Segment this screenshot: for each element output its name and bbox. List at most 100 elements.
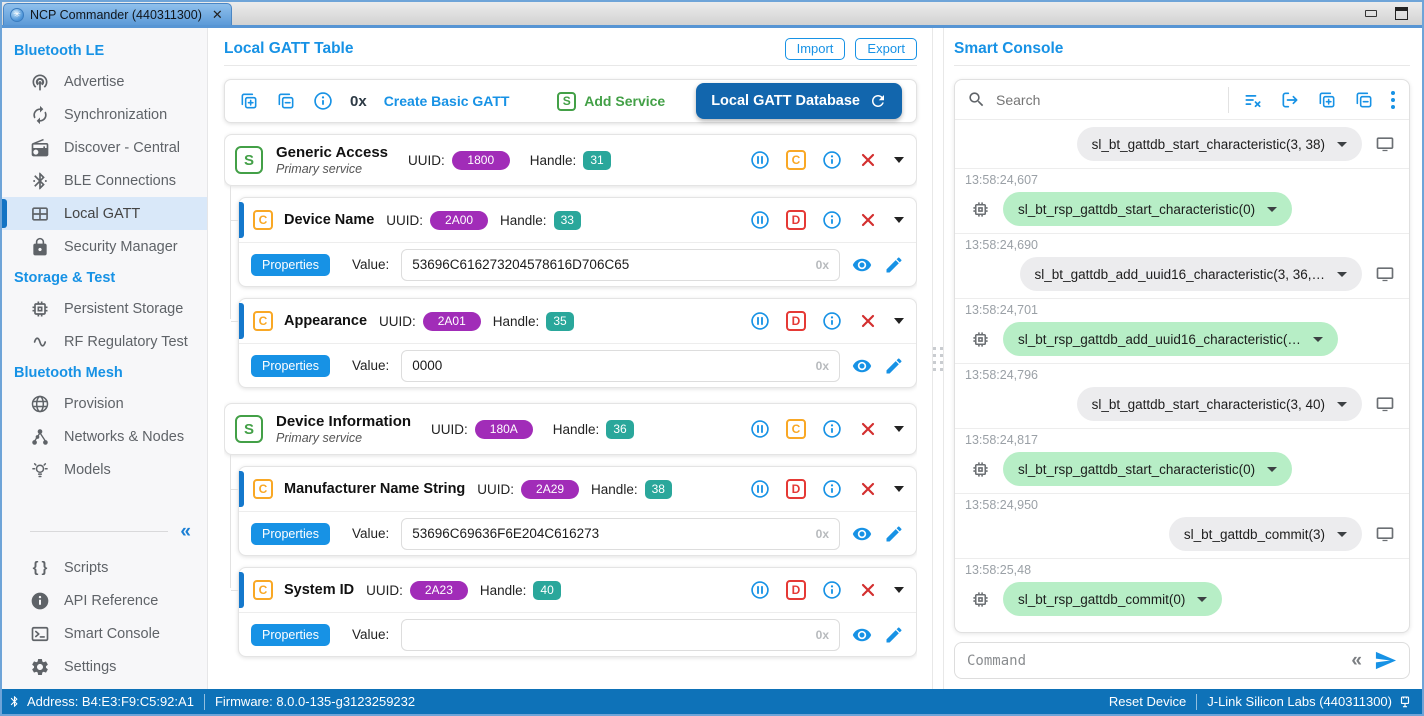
sidebar-item-advertise[interactable]: Advertise: [2, 65, 207, 98]
delete-x-icon[interactable]: [858, 311, 878, 331]
properties-button[interactable]: Properties: [251, 253, 330, 276]
sidebar-item-synchronization[interactable]: Synchronization: [2, 98, 207, 131]
add-descriptor-icon[interactable]: D: [786, 580, 806, 600]
add-descriptor-icon[interactable]: D: [786, 479, 806, 499]
chevron-down-icon[interactable]: [894, 486, 904, 492]
chevron-down-icon[interactable]: [894, 587, 904, 593]
value-input[interactable]: [412, 358, 816, 373]
value-input[interactable]: [412, 257, 816, 272]
sidebar-item-ble-connections[interactable]: BLE Connections: [2, 164, 207, 197]
expand-all-icon[interactable]: [1317, 90, 1337, 110]
chevron-down-icon[interactable]: [894, 426, 904, 432]
command-collapse-icon[interactable]: «: [1351, 650, 1362, 671]
sidebar-item-discover-central[interactable]: Discover - Central: [2, 131, 207, 164]
service-row-device-information[interactable]: S Device Information Primary service UUI…: [224, 403, 917, 455]
delete-x-icon[interactable]: [858, 479, 878, 499]
sidebar-item-persistent-storage[interactable]: Persistent Storage: [2, 292, 207, 325]
command-pill[interactable]: sl_bt_gattdb_commit(3): [1168, 517, 1362, 551]
clear-log-icon[interactable]: [1243, 90, 1263, 110]
create-basic-gatt-link[interactable]: Create Basic GATT: [383, 93, 510, 109]
info-icon[interactable]: [822, 210, 842, 230]
send-icon[interactable]: [1374, 649, 1397, 672]
pause-circle-icon[interactable]: [750, 311, 770, 331]
info-icon[interactable]: [822, 419, 842, 439]
edit-pencil-icon[interactable]: [884, 524, 904, 544]
delete-x-icon[interactable]: [858, 210, 878, 230]
info-icon[interactable]: [822, 479, 842, 499]
response-pill[interactable]: sl_bt_rsp_gattdb_start_characteristic(0): [1003, 192, 1293, 226]
tab-close-icon[interactable]: ✕: [211, 7, 223, 22]
value-input[interactable]: [412, 627, 816, 642]
connection-selector[interactable]: J-Link Silicon Labs (440311300): [1207, 694, 1412, 709]
command-pill[interactable]: sl_bt_gattdb_start_characteristic(3, 38): [1076, 127, 1362, 161]
sidebar-item-models[interactable]: Models: [2, 453, 207, 486]
response-pill[interactable]: sl_bt_rsp_gattdb_start_characteristic(0): [1003, 452, 1293, 486]
maximize-icon[interactable]: [1395, 7, 1408, 20]
panel-resize-handle[interactable]: [932, 28, 944, 689]
value-input[interactable]: [412, 526, 816, 541]
read-value-eye-icon[interactable]: [852, 625, 872, 645]
minimize-icon[interactable]: [1365, 10, 1377, 17]
pause-circle-icon[interactable]: [750, 580, 770, 600]
add-descriptor-icon[interactable]: D: [786, 210, 806, 230]
chevron-down-icon[interactable]: [894, 217, 904, 223]
pause-circle-icon[interactable]: [750, 210, 770, 230]
command-pill[interactable]: sl_bt_gattdb_start_characteristic(3, 40): [1076, 387, 1362, 421]
delete-x-icon[interactable]: [858, 419, 878, 439]
reset-device-button[interactable]: Reset Device: [1108, 694, 1187, 709]
collapse-all-icon[interactable]: [276, 91, 296, 111]
sidebar-item-api-reference[interactable]: API Reference: [2, 584, 207, 617]
chevron-down-icon[interactable]: [894, 318, 904, 324]
collapse-all-icon[interactable]: [1354, 90, 1374, 110]
sidebar-item-networks-nodes[interactable]: Networks & Nodes: [2, 420, 207, 453]
read-value-eye-icon[interactable]: [852, 524, 872, 544]
info-icon[interactable]: [822, 580, 842, 600]
export-button[interactable]: Export: [855, 38, 917, 60]
sidebar-item-rf-regulatory-test[interactable]: RF Regulatory Test: [2, 325, 207, 358]
properties-button[interactable]: Properties: [251, 354, 330, 377]
delete-x-icon[interactable]: [858, 150, 878, 170]
import-button[interactable]: Import: [784, 38, 846, 60]
pause-circle-icon[interactable]: [750, 150, 770, 170]
edit-pencil-icon[interactable]: [884, 255, 904, 275]
add-characteristic-icon[interactable]: C: [786, 150, 806, 170]
expand-all-icon[interactable]: [239, 91, 259, 111]
command-pill[interactable]: sl_bt_gattdb_add_uuid16_characteristic(3…: [1019, 257, 1362, 291]
properties-button[interactable]: Properties: [251, 623, 330, 646]
chevron-down-icon[interactable]: [894, 157, 904, 163]
sidebar-item-smart-console[interactable]: Smart Console: [2, 617, 207, 650]
add-service-button[interactable]: S Add Service: [557, 91, 665, 111]
info-icon[interactable]: [822, 311, 842, 331]
pause-circle-icon[interactable]: [750, 419, 770, 439]
add-characteristic-icon[interactable]: C: [786, 419, 806, 439]
app-tab[interactable]: ✳ NCP Commander (440311300) ✕: [3, 3, 232, 25]
sidebar-collapse-icon[interactable]: «: [180, 521, 191, 542]
sidebar-item-security-manager[interactable]: Security Manager: [2, 230, 207, 263]
characteristic-row[interactable]: C Device Name UUID: 2A00 Handle: 33 D: [239, 198, 916, 242]
edit-pencil-icon[interactable]: [884, 356, 904, 376]
edit-pencil-icon[interactable]: [884, 625, 904, 645]
characteristic-row[interactable]: C System ID UUID: 2A23 Handle: 40 D: [239, 568, 916, 612]
console-search-input[interactable]: [996, 91, 1216, 108]
sidebar-item-settings[interactable]: Settings: [2, 650, 207, 683]
sidebar-item-provision[interactable]: Provision: [2, 387, 207, 420]
response-pill[interactable]: sl_bt_rsp_gattdb_add_uuid16_characterist…: [1003, 322, 1338, 356]
add-descriptor-icon[interactable]: D: [786, 311, 806, 331]
hex-toggle[interactable]: 0x: [350, 92, 367, 110]
properties-button[interactable]: Properties: [251, 522, 330, 545]
delete-x-icon[interactable]: [858, 580, 878, 600]
sidebar-item-scripts[interactable]: { } Scripts: [2, 551, 207, 584]
response-pill[interactable]: sl_bt_rsp_gattdb_commit(0): [1003, 582, 1223, 616]
more-options-icon[interactable]: [1391, 90, 1395, 109]
service-row-generic-access[interactable]: S Generic Access Primary service UUID: 18…: [224, 134, 917, 186]
info-icon[interactable]: [313, 91, 333, 111]
read-value-eye-icon[interactable]: [852, 255, 872, 275]
characteristic-row[interactable]: C Appearance UUID: 2A01 Handle: 35 D: [239, 299, 916, 343]
characteristic-row[interactable]: C Manufacturer Name String UUID: 2A29 Han…: [239, 467, 916, 511]
pause-circle-icon[interactable]: [750, 479, 770, 499]
command-input[interactable]: [967, 652, 1340, 669]
local-gatt-database-button[interactable]: Local GATT Database: [696, 83, 902, 119]
read-value-eye-icon[interactable]: [852, 356, 872, 376]
info-icon[interactable]: [822, 150, 842, 170]
export-log-icon[interactable]: [1280, 90, 1300, 110]
